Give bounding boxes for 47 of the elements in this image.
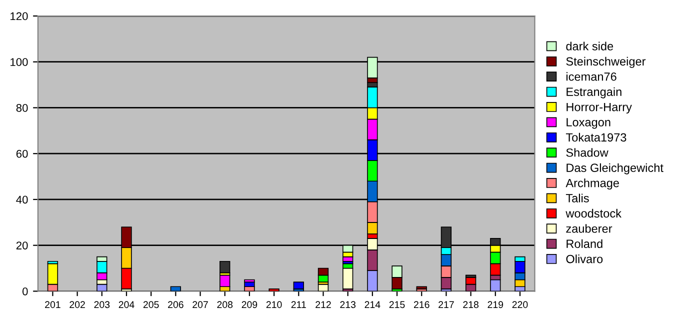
bar bbox=[220, 260, 230, 274]
bar bbox=[342, 268, 354, 290]
legend-label: Roland bbox=[566, 239, 602, 248]
x-tick-label: 215 bbox=[389, 301, 405, 308]
legend-label: Olivaro bbox=[566, 254, 603, 264]
x-tick-label: 202 bbox=[70, 301, 85, 308]
x-tick-label: 204 bbox=[118, 301, 134, 308]
bar bbox=[342, 256, 354, 262]
x-tick-label: 212 bbox=[316, 301, 331, 308]
y-tick-label: 80 bbox=[16, 104, 28, 112]
x-tick-label: 207 bbox=[192, 301, 208, 308]
y-tick-label: 20 bbox=[16, 242, 28, 250]
legend-label: zauberer bbox=[566, 224, 612, 233]
x-tick-label: 210 bbox=[266, 301, 282, 308]
y-tick-label: 60 bbox=[16, 150, 28, 158]
x-tick-label: 206 bbox=[168, 301, 184, 308]
y-tick-label: 40 bbox=[16, 196, 28, 204]
y-tick-label: 100 bbox=[10, 58, 28, 66]
x-tick-label: 203 bbox=[94, 301, 110, 308]
x-tick-label: 209 bbox=[242, 301, 258, 308]
legend-label: Loxagon bbox=[566, 118, 610, 129]
x-tick-label: 220 bbox=[512, 301, 528, 308]
legend-label: Das Gleichgewicht bbox=[566, 163, 664, 174]
legend-label: Estrangain bbox=[566, 87, 622, 98]
bar bbox=[220, 274, 230, 288]
bar bbox=[293, 282, 304, 290]
x-tick-label: 216 bbox=[414, 301, 430, 308]
x-tick-label: 208 bbox=[217, 301, 233, 308]
x-tick-label: 219 bbox=[488, 301, 504, 308]
legend-label: Talis bbox=[566, 194, 589, 202]
y-tick-label: 0 bbox=[22, 287, 28, 296]
legend-label: dark side bbox=[566, 42, 614, 50]
x-tick-label: 205 bbox=[143, 301, 159, 308]
x-tick-label: 217 bbox=[438, 301, 454, 308]
x-tick-label: 213 bbox=[340, 301, 356, 308]
legend-label: Shadow bbox=[566, 148, 608, 157]
x-tick-label: 201 bbox=[45, 301, 60, 308]
legend-label: Tokata1973 bbox=[566, 132, 626, 142]
legend-label: Steinschweiger bbox=[566, 56, 646, 68]
x-tick-label: 214 bbox=[364, 301, 380, 308]
x-tick-label: 211 bbox=[291, 301, 306, 308]
legend-label: Archmage bbox=[566, 178, 619, 190]
y-tick-label: 120 bbox=[10, 12, 28, 20]
x-tick-label: 218 bbox=[463, 301, 478, 308]
legend-label: iceman76 bbox=[566, 72, 616, 81]
legend-label: Horror-Harry bbox=[566, 102, 632, 114]
legend-label: woodstock bbox=[566, 208, 622, 218]
